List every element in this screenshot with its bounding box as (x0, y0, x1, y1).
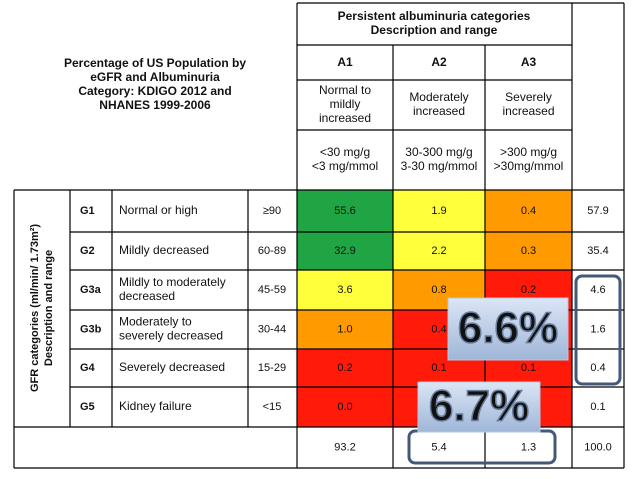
row-total: 4.6 (590, 284, 605, 296)
callout-text: 6.7% (429, 382, 529, 431)
column-range: 30-300 mg/g (405, 145, 472, 159)
row-code: G1 (80, 205, 95, 217)
title-line: NHANES 1999-2006 (99, 98, 211, 112)
cell-value: 1.0 (337, 323, 352, 335)
row-description: Severely decreased (119, 360, 225, 374)
heat-cell (297, 232, 393, 270)
row-range: 30-44 (258, 323, 286, 335)
row-description: Normal or high (119, 203, 198, 217)
column-code: A3 (521, 55, 537, 69)
cell-value: 0.3 (521, 245, 536, 257)
highlight-box (574, 274, 622, 386)
callout-text: 6.6% (458, 304, 558, 353)
callout-box (417, 381, 541, 433)
row-description: Moderately to (119, 315, 192, 329)
row-description: Kidney failure (119, 399, 192, 413)
row-total: 0.4 (590, 362, 605, 374)
cell-value: 0.4 (521, 205, 536, 217)
cell-value: 55.6 (334, 205, 355, 217)
header-title: Description and range (371, 23, 498, 37)
column-range: >30mg/mmol (494, 159, 564, 173)
callout-box (447, 297, 569, 361)
cell-value: 1.9 (431, 205, 446, 217)
heat-cell (297, 190, 393, 232)
cell-value: 2.2 (431, 245, 446, 257)
column-description: Severely (505, 90, 552, 104)
column-description: Normal to (319, 83, 371, 97)
column-range: <30 mg/g (320, 145, 370, 159)
heat-cell (485, 232, 572, 270)
heat-cell (393, 190, 485, 232)
row-range: 15-29 (258, 362, 286, 374)
side-label-line: Description and range (43, 250, 55, 366)
grand-total: 100.0 (584, 441, 612, 453)
row-range: 60-89 (258, 245, 286, 257)
column-range: <3 mg/mmol (312, 159, 378, 173)
row-range: <15 (263, 401, 282, 413)
row-code: G5 (80, 401, 95, 413)
heat-cell (297, 387, 393, 427)
row-total: 57.9 (587, 205, 608, 217)
row-description: severely decreased (119, 329, 223, 343)
title-line: Category: KDIGO 2012 and (78, 84, 231, 98)
side-label: GFR categories (ml/min/ 1.73m²) Descripti… (29, 224, 55, 392)
cell-value: 0.2 (521, 284, 536, 296)
cell-value: 0.1 (521, 362, 536, 374)
column-range: 3-30 mg/mmol (401, 159, 478, 173)
header-title: Persistent albuminuria categories (338, 9, 531, 23)
column-description: mildly (330, 97, 361, 111)
column-total: 1.3 (521, 441, 536, 453)
heat-cell (297, 310, 393, 349)
cell-value: 0.4 (431, 323, 446, 335)
row-description: Mildly to moderately (119, 275, 226, 289)
row-description: decreased (119, 289, 175, 303)
cell-value: 3.6 (337, 284, 352, 296)
column-range: >300 mg/g (500, 145, 557, 159)
column-code: A1 (337, 55, 353, 69)
row-code: G2 (80, 245, 95, 257)
column-code: A2 (431, 55, 447, 69)
column-description: increased (319, 111, 371, 125)
row-range: ≥90 (263, 205, 281, 217)
heat-cell (297, 270, 393, 310)
cell-value: 0.1 (431, 362, 446, 374)
heat-cell (297, 349, 393, 387)
row-total: 0.1 (590, 401, 605, 413)
row-total: 1.6 (590, 323, 605, 335)
row-code: G3a (80, 284, 102, 296)
heat-cell (485, 190, 572, 232)
title-line: Percentage of US Population by (64, 56, 246, 70)
row-description: Mildly decreased (119, 243, 209, 257)
cell-value: 0.2 (337, 362, 352, 374)
cell-value: 0.0 (337, 401, 352, 413)
title-line: eGFR and Albuminuria (90, 70, 220, 84)
column-total: 5.4 (431, 441, 446, 453)
column-description: increased (502, 104, 554, 118)
column-description: Moderately (409, 90, 468, 104)
row-code: G4 (80, 362, 96, 374)
column-total: 93.2 (334, 441, 355, 453)
side-label-line: GFR categories (ml/min/ 1.73m²) (29, 224, 41, 392)
heat-cell (393, 232, 485, 270)
row-range: 45-59 (258, 284, 286, 296)
column-description: increased (413, 104, 465, 118)
row-total: 35.4 (587, 245, 608, 257)
row-code: G3b (80, 323, 102, 335)
cell-value: 32.9 (334, 245, 355, 257)
cell-value: 0.8 (431, 284, 446, 296)
